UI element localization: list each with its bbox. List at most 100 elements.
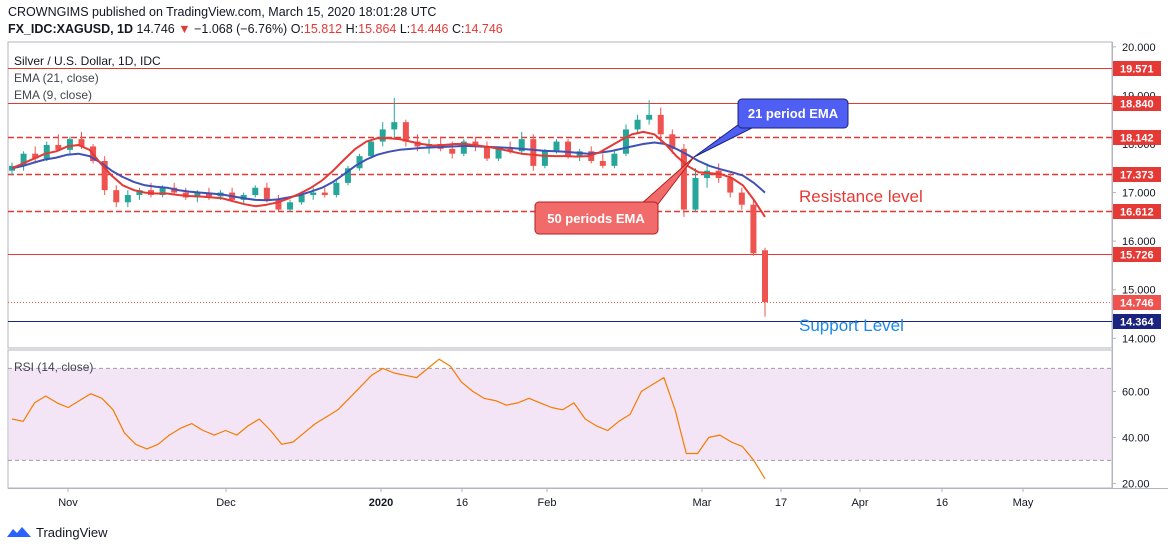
candle-body [692,178,699,210]
ema50-callout-text: 50 periods EMA [547,211,645,226]
candle-body [530,139,537,166]
low-value: 14.446 [410,22,449,36]
candle-body [252,187,259,195]
candle-body [298,195,305,203]
candle-body [136,190,143,195]
high-value: 15.864 [358,22,397,36]
symbol-name: FX_IDC:XAGUSD, 1D [8,22,134,36]
time-tick-label: 17 [775,497,787,509]
price-tick-label: 16.000 [1122,236,1156,248]
price-level-tag [1113,61,1161,76]
ema-21-line [11,141,766,202]
candle-body [449,148,456,154]
price-level-label: 16.612 [1120,207,1154,219]
candle-body [680,148,687,210]
candle-body [368,141,375,157]
candle-body [727,178,734,193]
candle-body [541,151,548,166]
ema9-legend: EMA (9, close) [14,88,92,102]
support-label: Support Level [799,316,904,335]
down-arrow-icon: ▼ [178,22,191,36]
published-line: CROWNGIMS published on TradingView.com, … [8,5,437,19]
price-level-tag [1113,167,1161,182]
footer-brand[interactable]: TradingView [36,524,108,540]
price-level-tag [1113,204,1161,219]
rsi-legend: RSI (14, close) [14,360,93,374]
price-level-label: 14.364 [1120,317,1155,329]
candle-body [518,139,525,152]
candle-body [460,141,467,154]
candle-body [646,114,653,120]
price-tick-label: 20.000 [1122,42,1156,54]
close-label: C: [452,22,465,36]
time-tick-label: 16 [456,497,468,509]
symbol-line: FX_IDC:XAGUSD, 1D 14.746 ▼ −1.068 (−6.76… [8,22,503,36]
candle-body [78,139,85,147]
candle-body [634,119,641,130]
price-level-tag [1113,130,1161,145]
candle-body [263,187,270,200]
candle-body [588,151,595,161]
time-tick-label: 16 [936,497,948,509]
close-value: 14.746 [464,22,503,36]
time-tick-label: Mar [693,497,712,509]
candle-body [194,192,201,198]
rsi-band [9,368,1111,461]
candle-body [344,168,351,183]
candle-body [113,190,120,203]
time-tick-label: May [1013,497,1034,509]
price-level-label: 18.840 [1120,99,1154,111]
tradingview-logo-icon [7,527,31,537]
time-tick-label: Dec [216,497,236,509]
open-label: O: [290,22,304,36]
price-pane [7,41,1113,349]
chart-title: Silver / U.S. Dollar, 1D, IDC [14,54,161,68]
price-level-tag [1113,314,1161,329]
ema-9-line [11,130,766,218]
time-tick-label: Nov [58,497,78,509]
candle-body [622,129,629,154]
ema50-callout-box [534,201,659,235]
candle-body [379,129,386,142]
rsi-tick-label: 60.00 [1122,386,1150,398]
price-level-label: 14.746 [1120,298,1154,310]
candle-body [356,156,363,169]
candle-body [124,195,131,203]
candle-body [495,148,502,159]
price-tick-label: 14.000 [1122,333,1156,345]
candle-body [391,122,398,130]
rsi-line [11,358,766,480]
time-tick-label: Feb [538,497,557,509]
footer: TradingView [6,522,108,542]
candle-body [507,148,514,152]
low-label: L: [399,22,411,36]
open-value: 15.812 [303,22,343,36]
candle-body [704,170,711,178]
candle-body [159,187,166,195]
candle-body [483,146,490,159]
price-change: −1.068 (−6.76%) [194,22,288,36]
price-level-label: 18.142 [1120,133,1154,145]
candle-body [750,204,757,254]
rsi-tick-label: 20.00 [1122,478,1150,490]
high-label: H: [345,22,359,36]
price-tick-label: 17.000 [1122,188,1156,200]
candle-body [402,122,409,142]
rsi-tick-label: 40.00 [1122,432,1150,444]
candle-body [657,114,664,135]
ema21-callout-box [737,98,849,129]
price-level-tag [1113,247,1161,262]
candle-body [101,161,108,191]
price-level-tag [1113,295,1161,310]
price-level-tag [1113,96,1161,111]
candle-body [275,199,282,210]
last-price: 14.746 [136,22,175,36]
candle-body [611,153,618,166]
candle-body [66,139,73,150]
candle-body [599,161,606,166]
candle-body [20,153,27,166]
price-level-label: 19.571 [1120,64,1154,76]
time-tick-label: Apr [851,497,868,509]
candle-body [321,192,328,195]
